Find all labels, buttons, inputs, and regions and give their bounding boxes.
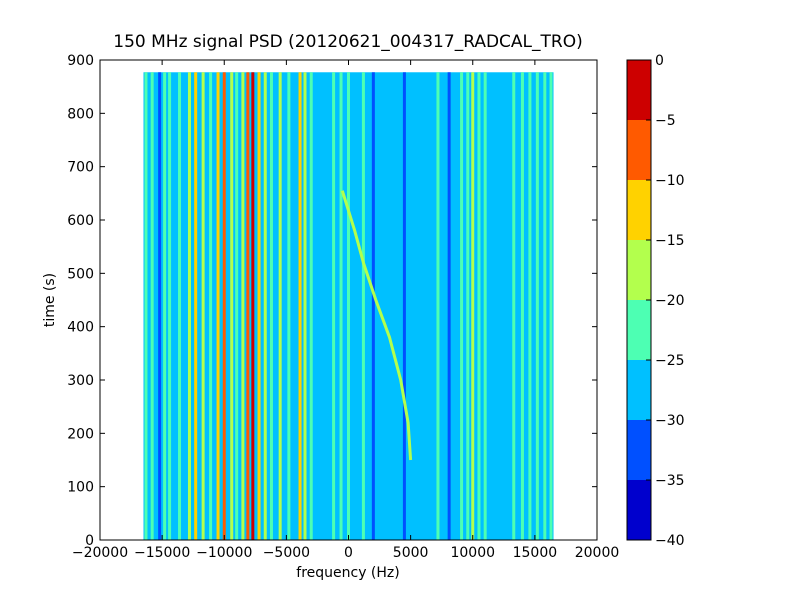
spectral-line — [303, 72, 307, 541]
spectral-line — [436, 72, 440, 541]
spectral-line — [549, 72, 553, 541]
spectral-line — [512, 72, 516, 541]
y-tick-label: 500 — [67, 266, 94, 282]
colorbar-band — [627, 300, 651, 360]
x-tick-label: 0 — [344, 545, 353, 561]
colorbar-tick-label: −35 — [655, 473, 685, 489]
spectral-line — [535, 72, 539, 541]
spectral-line — [298, 72, 302, 541]
spectral-line — [347, 72, 350, 541]
spectral-line — [194, 72, 198, 541]
x-tick-label: 20000 — [575, 545, 620, 561]
colorbar-tick-label: −5 — [655, 113, 676, 129]
spectral-line — [361, 72, 365, 541]
y-tick-label: 700 — [67, 160, 94, 176]
colorbar: −40 −35 −30 −25 −20 −15 −10 −5 0 — [626, 53, 685, 549]
spectral-line — [158, 72, 162, 541]
spectral-line — [466, 72, 470, 541]
colorbar-band — [627, 180, 651, 240]
colorbar-band — [627, 120, 651, 180]
colorbar-tick-label: −40 — [655, 533, 685, 549]
spectral-line — [309, 72, 313, 541]
plot-area — [99, 59, 598, 541]
spectral-line — [150, 72, 154, 541]
spectral-line — [471, 72, 475, 541]
y-tick-label: 0 — [85, 533, 94, 549]
colorbar-tick-label: 0 — [655, 53, 664, 69]
spectral-line — [483, 72, 487, 541]
spectral-line — [520, 72, 524, 541]
x-tick-label: −15000 — [134, 545, 190, 561]
spectral-line — [216, 72, 220, 541]
x-tick-label: −5000 — [263, 545, 310, 561]
spectral-line — [447, 72, 451, 541]
colorbar-tick-label: −10 — [655, 173, 685, 189]
spectral-line — [178, 72, 182, 541]
spectral-line — [257, 72, 261, 541]
heatmap — [143, 72, 554, 541]
spectral-line — [263, 72, 267, 541]
spectral-line — [371, 72, 375, 541]
y-tick-label: 800 — [67, 106, 94, 122]
x-tick-label: 15000 — [513, 545, 558, 561]
x-tick-label: −20000 — [72, 545, 128, 561]
colorbar-tick-label: −25 — [655, 353, 685, 369]
drift-track — [340, 190, 413, 461]
colorbar-band — [627, 480, 651, 540]
colorbar-tick-label: −20 — [655, 293, 685, 309]
spectral-line — [235, 72, 239, 541]
spectral-line — [187, 72, 191, 541]
colorbar-tick-label: −15 — [655, 233, 685, 249]
x-tick-label: 10000 — [450, 545, 495, 561]
spectral-line — [528, 72, 532, 541]
spectral-line — [230, 72, 234, 541]
spectral-line — [209, 72, 213, 541]
colorbar-band — [627, 60, 651, 120]
spectral-line — [287, 72, 291, 541]
spectral-line — [168, 72, 172, 541]
spectral-line — [201, 72, 205, 541]
y-tick-label: 400 — [67, 320, 94, 336]
y-tick-label: 900 — [67, 53, 94, 69]
spectral-line — [246, 72, 250, 541]
x-axis-label: frequency (Hz) — [296, 565, 399, 581]
spectral-line — [543, 72, 547, 541]
y-axis-label: time (s) — [42, 273, 58, 327]
spectral-line — [460, 72, 464, 541]
spectral-line — [251, 72, 255, 541]
spectral-line — [269, 72, 273, 541]
spectral-line — [332, 72, 336, 541]
y-axis: 0 100 200 300 400 500 600 700 800 900 — [67, 53, 597, 549]
y-tick-label: 200 — [67, 426, 94, 442]
y-tick-label: 100 — [67, 480, 94, 496]
colorbar-tick-label: −30 — [655, 413, 685, 429]
spectral-line — [241, 72, 245, 541]
y-tick-label: 300 — [67, 373, 94, 389]
colorbar-band — [627, 360, 651, 420]
spectral-line — [144, 72, 148, 541]
colorbar-band — [627, 240, 651, 300]
spectral-line — [278, 72, 282, 541]
x-tick-label: 5000 — [393, 545, 429, 561]
spectral-line — [163, 72, 167, 541]
spectral-line — [339, 72, 343, 541]
x-axis: −20000 −15000 −10000 −5000 0 5000 10000 15000 20… — [72, 60, 619, 561]
spectral-line — [477, 72, 481, 541]
spectral-line — [222, 72, 226, 541]
colorbar-band — [627, 420, 651, 480]
spectral-line — [402, 72, 406, 541]
y-tick-label: 600 — [67, 213, 94, 229]
chart-title: 150 MHz signal PSD (20120621_004317_RADC… — [113, 32, 582, 52]
x-tick-label: −10000 — [196, 545, 252, 561]
